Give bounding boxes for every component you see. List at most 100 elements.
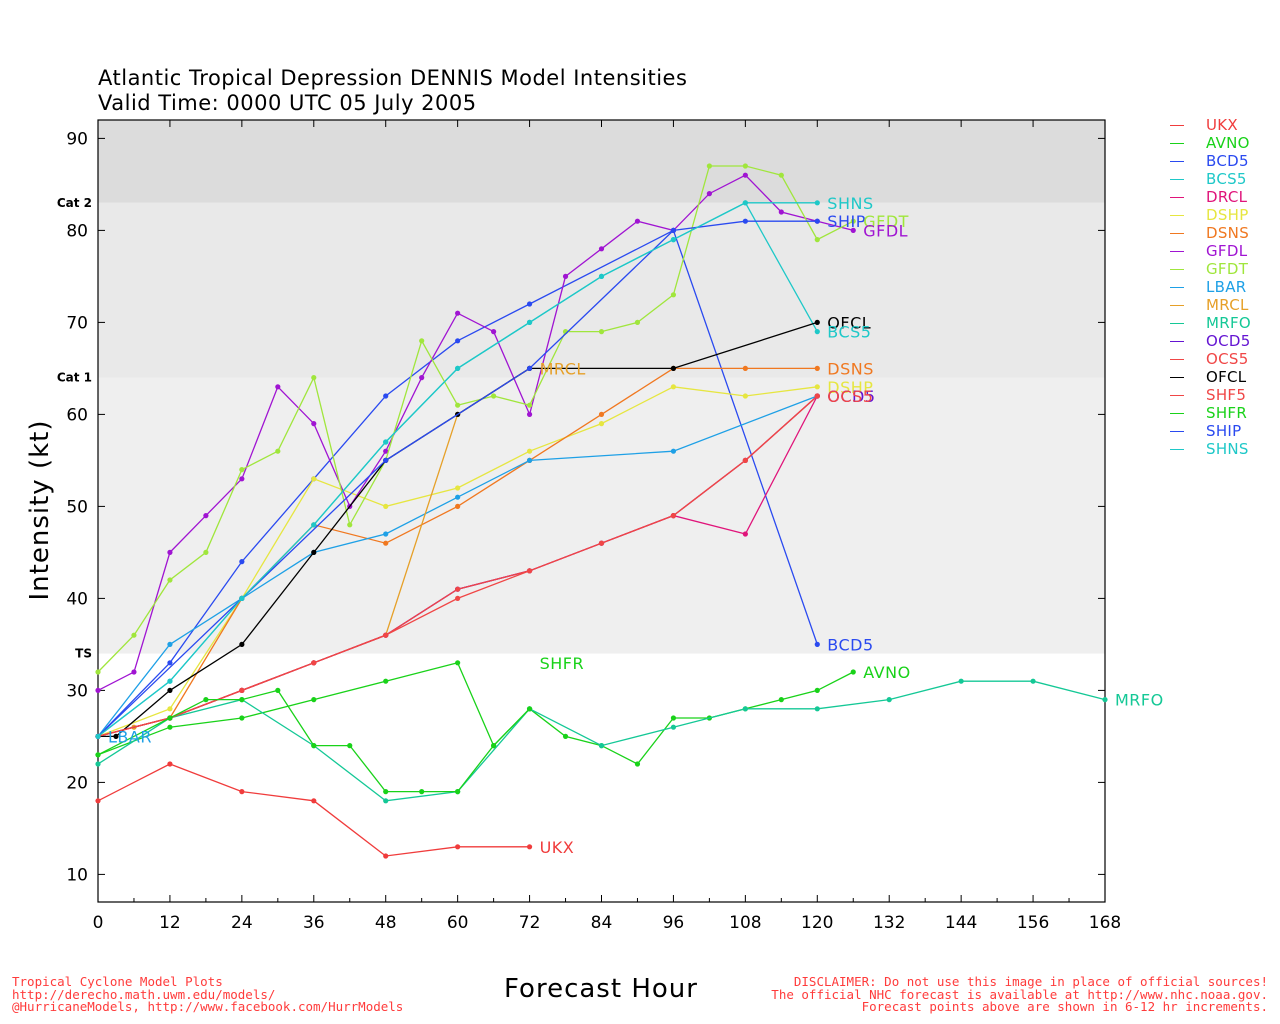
data-point-drcl — [742, 531, 748, 537]
legend-swatch — [1170, 322, 1184, 324]
data-point-lbar — [455, 494, 461, 500]
data-point-gfdt — [491, 393, 497, 399]
data-point-avno — [778, 697, 784, 703]
data-point-lbar — [383, 531, 389, 537]
data-point-avno — [167, 724, 173, 730]
y-tick-label: 10 — [66, 865, 88, 885]
data-point-gfdl — [634, 218, 641, 224]
data-point-gfdt — [131, 632, 137, 638]
data-point-shns — [742, 200, 748, 206]
intensity-band — [98, 120, 1105, 203]
series-end-label: OCD5 — [827, 387, 875, 406]
data-point-avno — [814, 687, 820, 694]
intensity-band — [98, 653, 1105, 902]
data-point-gfdt — [814, 237, 820, 243]
data-point-gfdl — [131, 669, 137, 675]
data-point-ukx — [167, 761, 173, 767]
intensity-band — [98, 377, 1105, 654]
data-point-gfdl — [491, 329, 497, 335]
legend-item-ukx: UKX — [1170, 116, 1251, 134]
legend-item-mrfo: MRFO — [1170, 314, 1251, 332]
series-line-gfdl — [97, 174, 854, 691]
data-point-ofcl — [167, 687, 173, 694]
legend-label: UKX — [1206, 116, 1238, 134]
data-point-shns — [670, 237, 677, 243]
data-point-ukx — [95, 798, 101, 804]
series-end-label: UKX — [540, 838, 575, 857]
intensity-band — [98, 202, 1105, 378]
y-tick-label: 40 — [66, 589, 88, 609]
data-point-avno — [850, 669, 856, 675]
series-line-shfr — [97, 689, 531, 793]
legend-item-ofcl: OFCL — [1170, 368, 1251, 386]
chart-title: Atlantic Tropical Depression DENNIS Mode… — [98, 66, 688, 90]
data-point-ship — [814, 218, 820, 224]
data-point-ship — [526, 365, 533, 371]
x-tick-label: 168 — [1089, 913, 1121, 933]
data-point-gfdt — [526, 402, 533, 408]
data-point-ofcl — [670, 365, 677, 371]
data-point-gfdt — [850, 218, 856, 224]
footer-social-line: @HurricaneModels, http://www.facebook.co… — [12, 999, 404, 1014]
data-point-shf5 — [383, 632, 389, 638]
data-point-mrfo — [886, 697, 892, 703]
y-tick-label: 20 — [66, 773, 88, 793]
y-tick-label: 80 — [66, 221, 88, 241]
legend-swatch — [1170, 250, 1184, 252]
data-point-bcd5 — [455, 338, 461, 344]
data-point-ofcl — [311, 549, 317, 556]
legend-swatch — [1170, 304, 1184, 306]
data-point-gfdl — [742, 172, 748, 178]
legend-label: OCD5 — [1206, 332, 1251, 350]
data-point-mrfo — [958, 678, 964, 684]
data-point-dshp — [670, 384, 677, 390]
data-point-shns — [383, 439, 389, 445]
legend-item-avno: AVNO — [1170, 134, 1251, 152]
data-point-gfdt — [455, 402, 461, 408]
data-point-gfdl — [562, 273, 569, 279]
legend-label: DRCL — [1206, 188, 1248, 206]
x-tick-label: 48 — [375, 913, 397, 933]
data-point-avno — [383, 678, 389, 684]
series-end-label: SHNS — [827, 194, 873, 213]
y-tick-label: 70 — [66, 313, 88, 333]
data-point-shf5 — [455, 586, 461, 592]
data-point-shfr — [419, 789, 425, 795]
series-end-label: DSHP — [827, 378, 873, 397]
x-axis-label: Forecast Hour — [504, 974, 698, 1004]
x-tick-label: 84 — [591, 913, 613, 933]
data-point-gfdl — [275, 384, 281, 390]
x-tick-label: 12 — [159, 913, 181, 933]
y-tick-label: 50 — [66, 497, 88, 517]
legend-swatch — [1170, 286, 1184, 288]
data-point-shns — [311, 522, 317, 528]
series-line-gfdt — [97, 165, 854, 673]
data-point-shns — [167, 678, 173, 684]
legend-swatch — [1170, 232, 1184, 234]
data-point-shfr — [383, 789, 389, 795]
data-point-ofcl — [814, 319, 820, 325]
data-point-ship — [742, 218, 748, 224]
data-point-mrfo — [1030, 678, 1036, 684]
legend-label: GFDL — [1206, 242, 1248, 260]
data-point-dshp — [455, 485, 461, 491]
legend-label: SHNS — [1206, 440, 1249, 458]
data-point-shns — [455, 365, 461, 371]
y-tick-label: 60 — [66, 405, 88, 425]
series-end-label: DSNS — [827, 359, 874, 378]
x-tick-label: 60 — [447, 913, 469, 933]
data-point-avno — [455, 660, 461, 666]
legend-label: SHIP — [1206, 422, 1242, 440]
legend-label: BCD5 — [1206, 152, 1249, 170]
data-point-gfdt — [778, 172, 784, 178]
data-point-gfdt — [598, 329, 605, 335]
y-axis-label: Intensity (kt) — [25, 420, 55, 601]
data-point-shf5 — [239, 687, 245, 694]
legend-swatch — [1170, 142, 1184, 144]
data-point-mrfo — [95, 761, 101, 767]
footer-disclaimer: DISCLAIMER: Do not use this image in pla… — [771, 975, 1268, 1014]
data-point-shfr — [95, 752, 101, 758]
data-point-shfr — [167, 715, 173, 721]
data-point-ofcl — [113, 733, 119, 740]
